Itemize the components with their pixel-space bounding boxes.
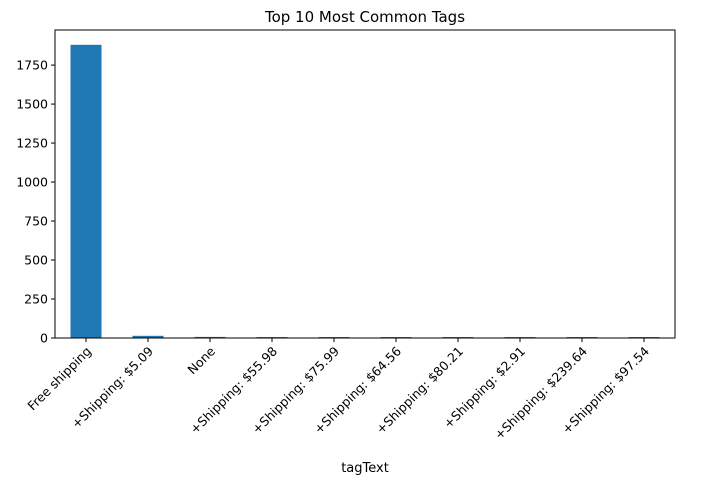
y-tick-label: 1250 [16, 136, 48, 151]
plot-frame [54, 29, 676, 339]
y-tick-label: 1000 [16, 175, 48, 190]
x-tick-label: None [184, 343, 218, 377]
bar-0 [70, 44, 102, 339]
y-tick-label: 750 [24, 214, 48, 229]
chart-title: Top 10 Most Common Tags [264, 8, 465, 26]
y-tick-label: 250 [24, 292, 48, 307]
y-tick-label: 0 [40, 331, 48, 346]
bars-group [70, 44, 660, 339]
y-tick-label: 500 [24, 253, 48, 268]
x-tick-label: Free shipping [24, 344, 94, 414]
bar-2 [194, 336, 226, 338]
x-axis-ticks: Free shipping+Shipping: $5.09 None+Shippi… [24, 338, 652, 442]
y-axis-ticks: 0 250 500 750 1000 1250 1500 1750 [16, 58, 55, 346]
x-axis-label: tagText [341, 461, 389, 476]
bar-1 [132, 335, 164, 338]
y-tick-label: 1750 [16, 58, 48, 73]
y-tick-label: 1500 [16, 97, 48, 112]
